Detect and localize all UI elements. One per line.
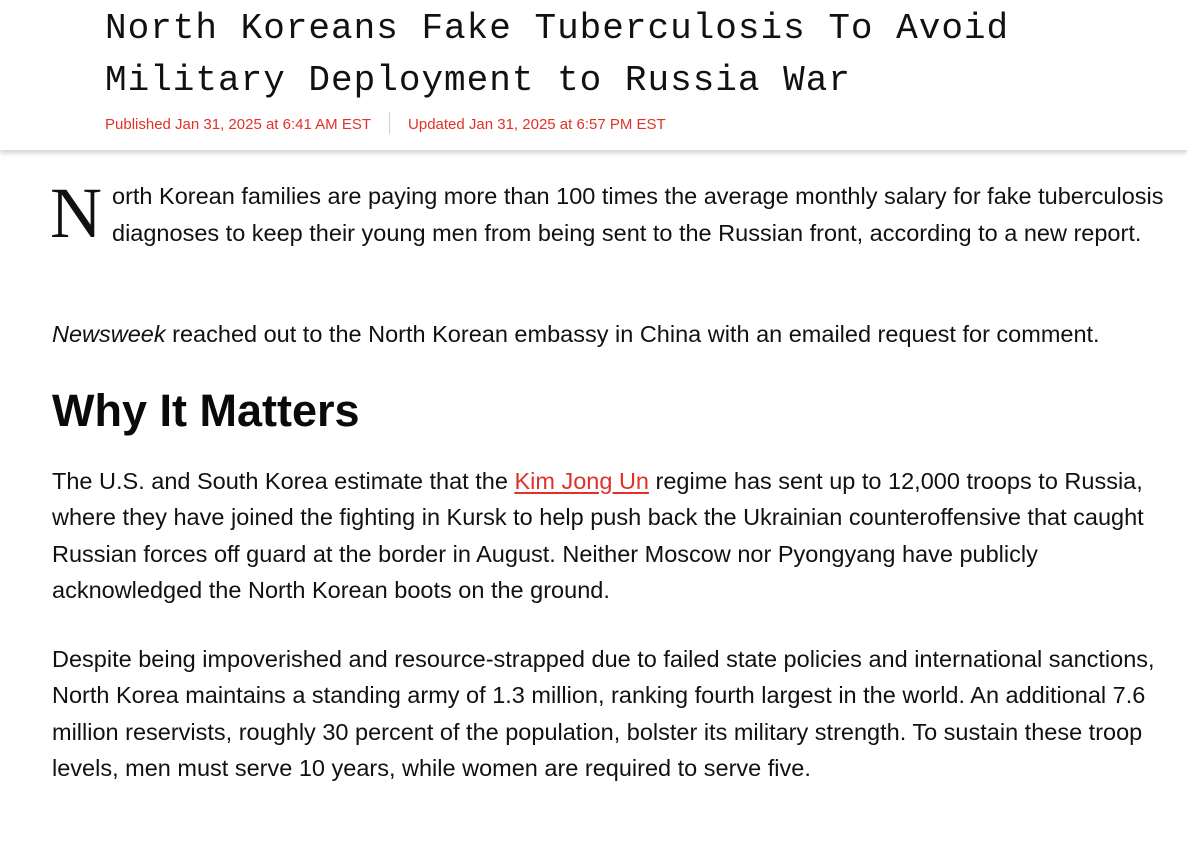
article-headline: North Koreans Fake Tuberculosis To Avoid…: [105, 8, 1010, 101]
published-date: Published Jan 31, 2025 at 6:41 AM EST: [105, 115, 372, 133]
date-divider: [389, 112, 391, 134]
army-paragraph: Despite being impoverished and resource-…: [52, 645, 1155, 782]
article-dates: Published Jan 31, 2025 at 6:41 AM EST Upd…: [105, 112, 666, 136]
kim-jong-un-link[interactable]: Kim Jong Un: [514, 467, 649, 494]
publication-name: Newsweek: [52, 321, 166, 347]
why-text-before-link: The U.S. and South Korea estimate that t…: [52, 467, 515, 494]
article-header: North Koreans Fake Tuberculosis To Avoid…: [0, 0, 1187, 151]
why-it-matters-paragraph: The U.S. and South Korea estimate that t…: [52, 463, 1172, 609]
intro-text: orth Korean families are paying more tha…: [112, 183, 1164, 246]
drop-cap: N: [50, 173, 102, 253]
section-heading: Why It Matters: [52, 384, 360, 436]
updated-date: Updated Jan 31, 2025 at 6:57 PM EST: [408, 115, 666, 133]
comment-text: reached out to the North Korean embassy …: [165, 321, 1100, 347]
why-text-after-link: regime has sent up to 12,000 troops to R…: [52, 467, 1144, 604]
comment-paragraph: Newsweek reached out to the North Korean…: [52, 316, 1172, 353]
